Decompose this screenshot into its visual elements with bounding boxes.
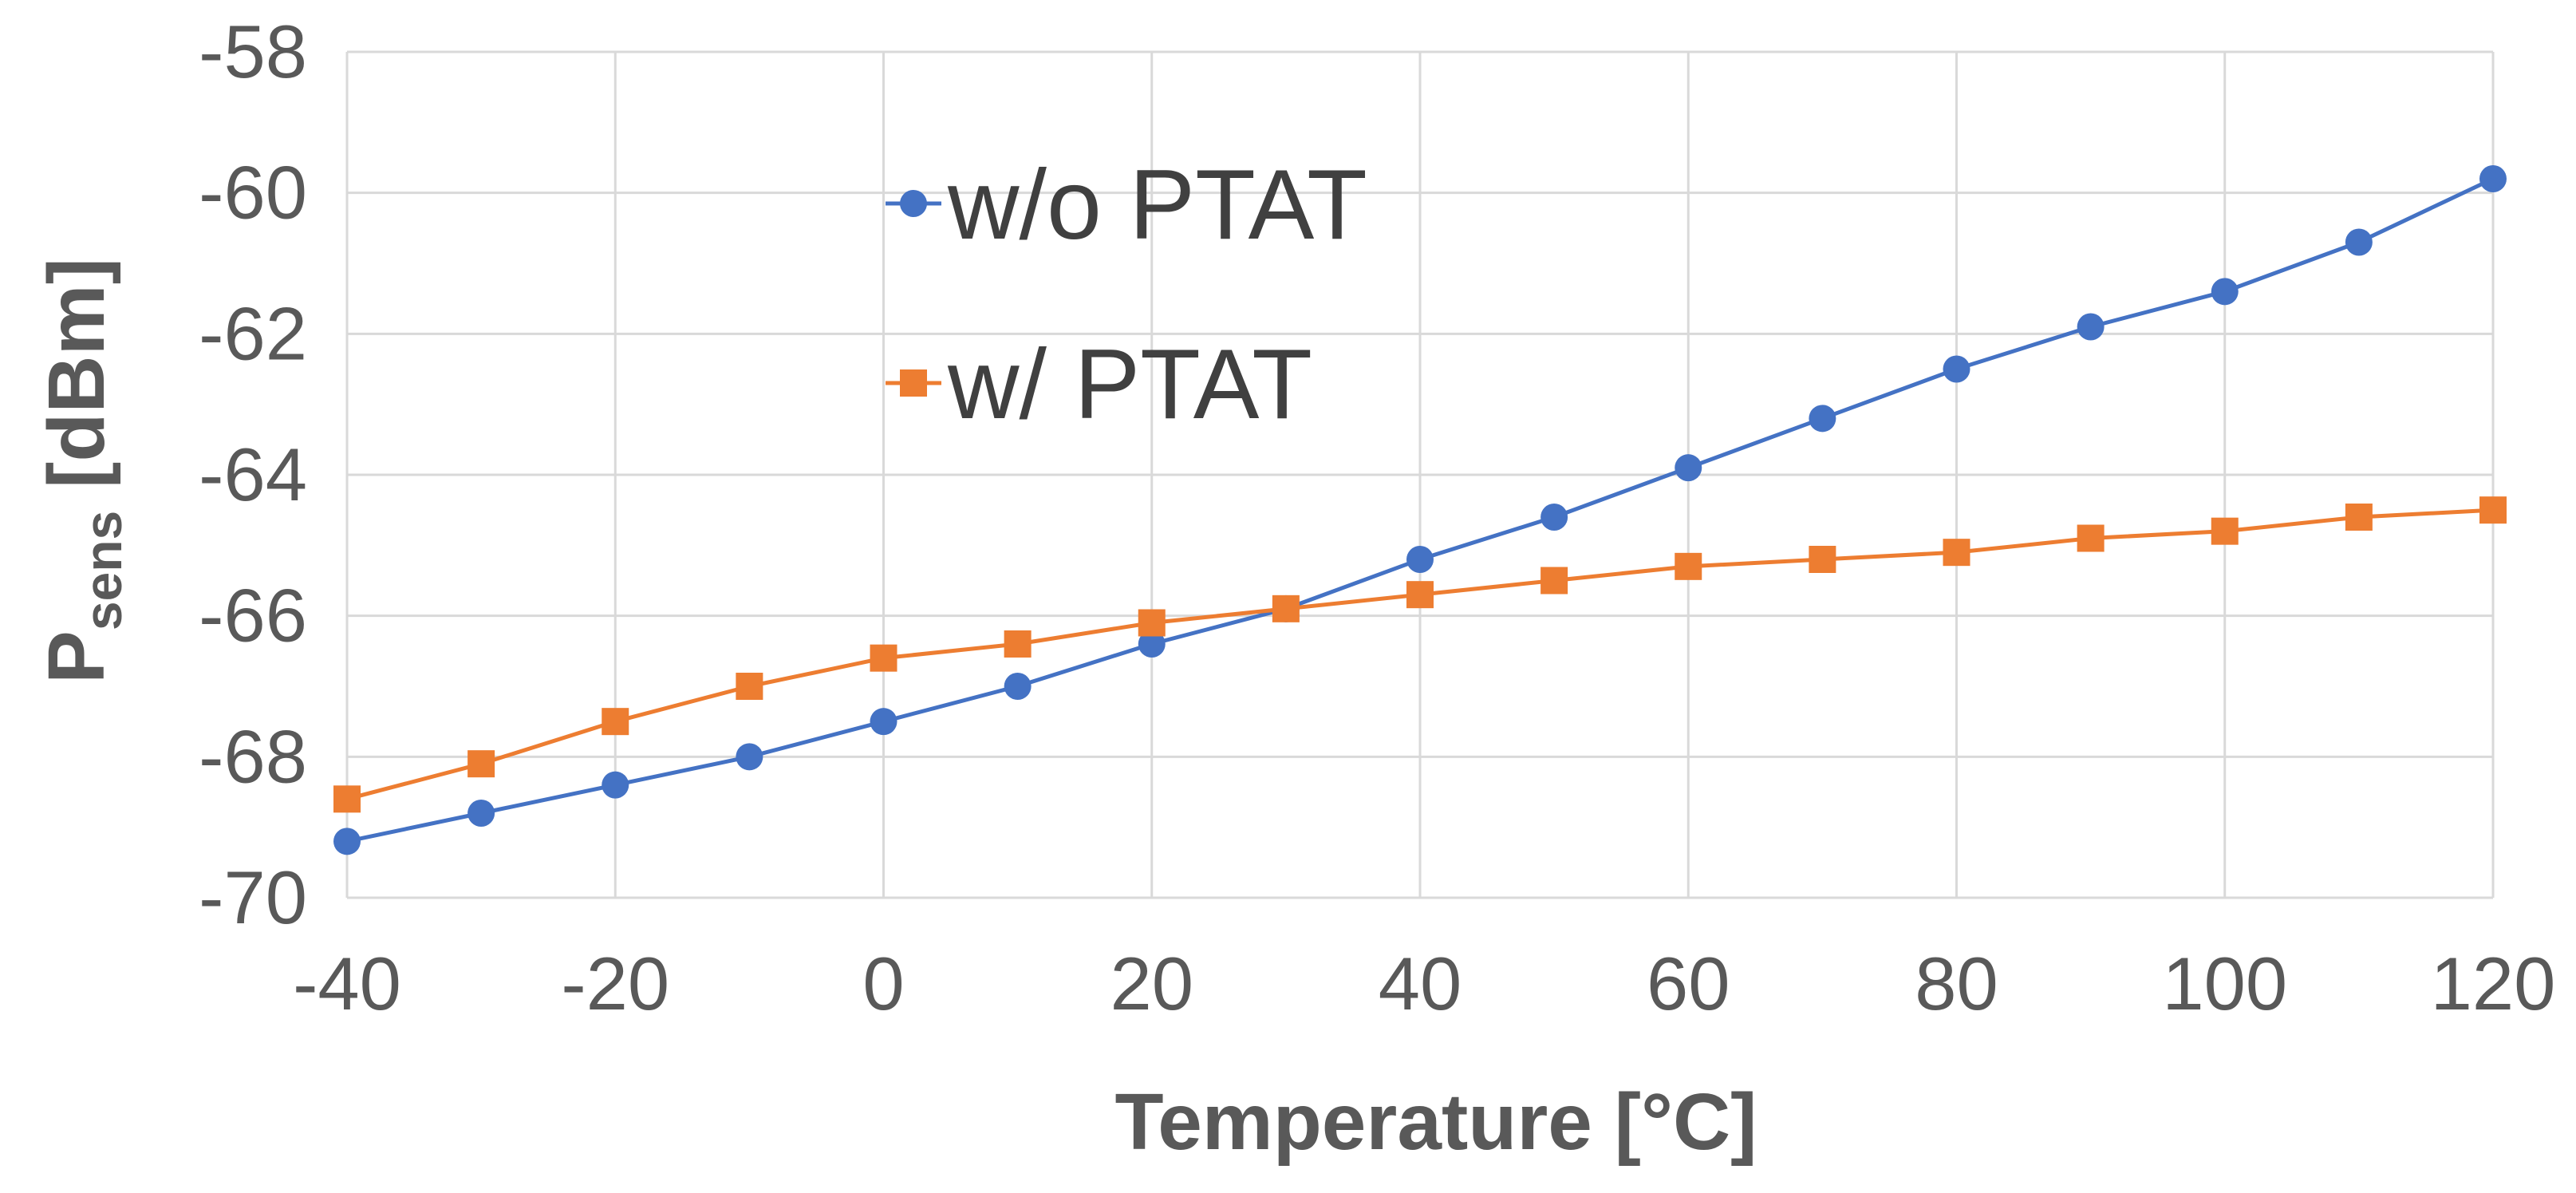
data-point — [467, 800, 495, 827]
y-tick-label: -62 — [199, 291, 307, 375]
data-point — [870, 708, 897, 736]
data-point — [736, 673, 763, 700]
x-tick-label: 120 — [2431, 942, 2556, 1025]
x-tick-label: 40 — [1379, 942, 1462, 1025]
data-point — [2077, 313, 2105, 341]
x-tick-label: 0 — [862, 942, 904, 1025]
data-point — [2345, 228, 2373, 256]
series-w-ptat — [333, 496, 2507, 813]
x-tick-label: 60 — [1647, 942, 1730, 1025]
data-point — [2077, 524, 2105, 552]
y-tick-label: -70 — [199, 855, 307, 939]
x-axis-title: Temperature [°C] — [1115, 1077, 1757, 1167]
data-point — [1675, 454, 1702, 482]
data-point — [2211, 278, 2239, 306]
data-point — [2479, 165, 2507, 192]
data-point — [1809, 405, 1836, 433]
data-point — [1943, 539, 1970, 567]
y-axis-title-subscript: sens — [73, 511, 132, 630]
data-point — [870, 644, 897, 672]
x-tick-label: 20 — [1110, 942, 1193, 1025]
data-point — [1406, 581, 1434, 609]
legend-item: w/o PTAT — [886, 150, 1367, 260]
y-axis-title-suffix: [dBm] — [32, 258, 121, 511]
grid — [345, 50, 2495, 899]
data-point — [1272, 595, 1300, 622]
axes: -70 -68 -66 -64 -62 -60 -58 -40 -20 0 20 40 60 80 100 1… — [199, 10, 2555, 1025]
data-point — [1943, 355, 1970, 383]
series-layer — [333, 165, 2507, 855]
y-tick-label: -58 — [199, 10, 307, 93]
data-point — [1004, 630, 1032, 658]
x-tick-label: 100 — [2162, 942, 2287, 1025]
data-point — [1138, 609, 1166, 637]
y-tick-label: -66 — [199, 574, 307, 658]
data-point — [333, 828, 361, 855]
data-point — [333, 785, 361, 813]
data-point — [602, 708, 629, 736]
legend: w/o PTAT w/ PTAT — [886, 150, 1367, 440]
data-point — [1540, 567, 1568, 595]
data-point — [1138, 630, 1166, 658]
legend-marker-icon — [900, 369, 927, 397]
y-tick-label: -68 — [199, 714, 307, 798]
legend-marker-icon — [900, 190, 927, 217]
x-tick-label: -20 — [561, 942, 669, 1025]
y-axis-title: Psens [dBm] — [32, 258, 132, 684]
data-point — [1809, 546, 1836, 573]
legend-label: w/ PTAT — [947, 330, 1312, 440]
data-point — [1675, 552, 1702, 580]
data-point — [736, 743, 763, 771]
x-tick-label: 80 — [1915, 942, 1998, 1025]
data-point — [602, 771, 629, 799]
data-point — [1406, 546, 1434, 573]
data-point — [2345, 504, 2373, 531]
data-point — [1540, 504, 1568, 531]
legend-label: w/o PTAT — [947, 150, 1367, 260]
data-point — [2479, 496, 2507, 524]
y-axis-title-main: P — [32, 630, 121, 684]
y-tick-label: -60 — [199, 151, 307, 235]
data-point — [2211, 517, 2239, 545]
data-point — [467, 750, 495, 778]
series-wo-ptat — [333, 165, 2507, 855]
x-tick-label: -40 — [293, 942, 401, 1025]
data-point — [1004, 673, 1032, 700]
y-tick-label: -64 — [199, 433, 307, 516]
legend-item: w/ PTAT — [886, 330, 1312, 440]
